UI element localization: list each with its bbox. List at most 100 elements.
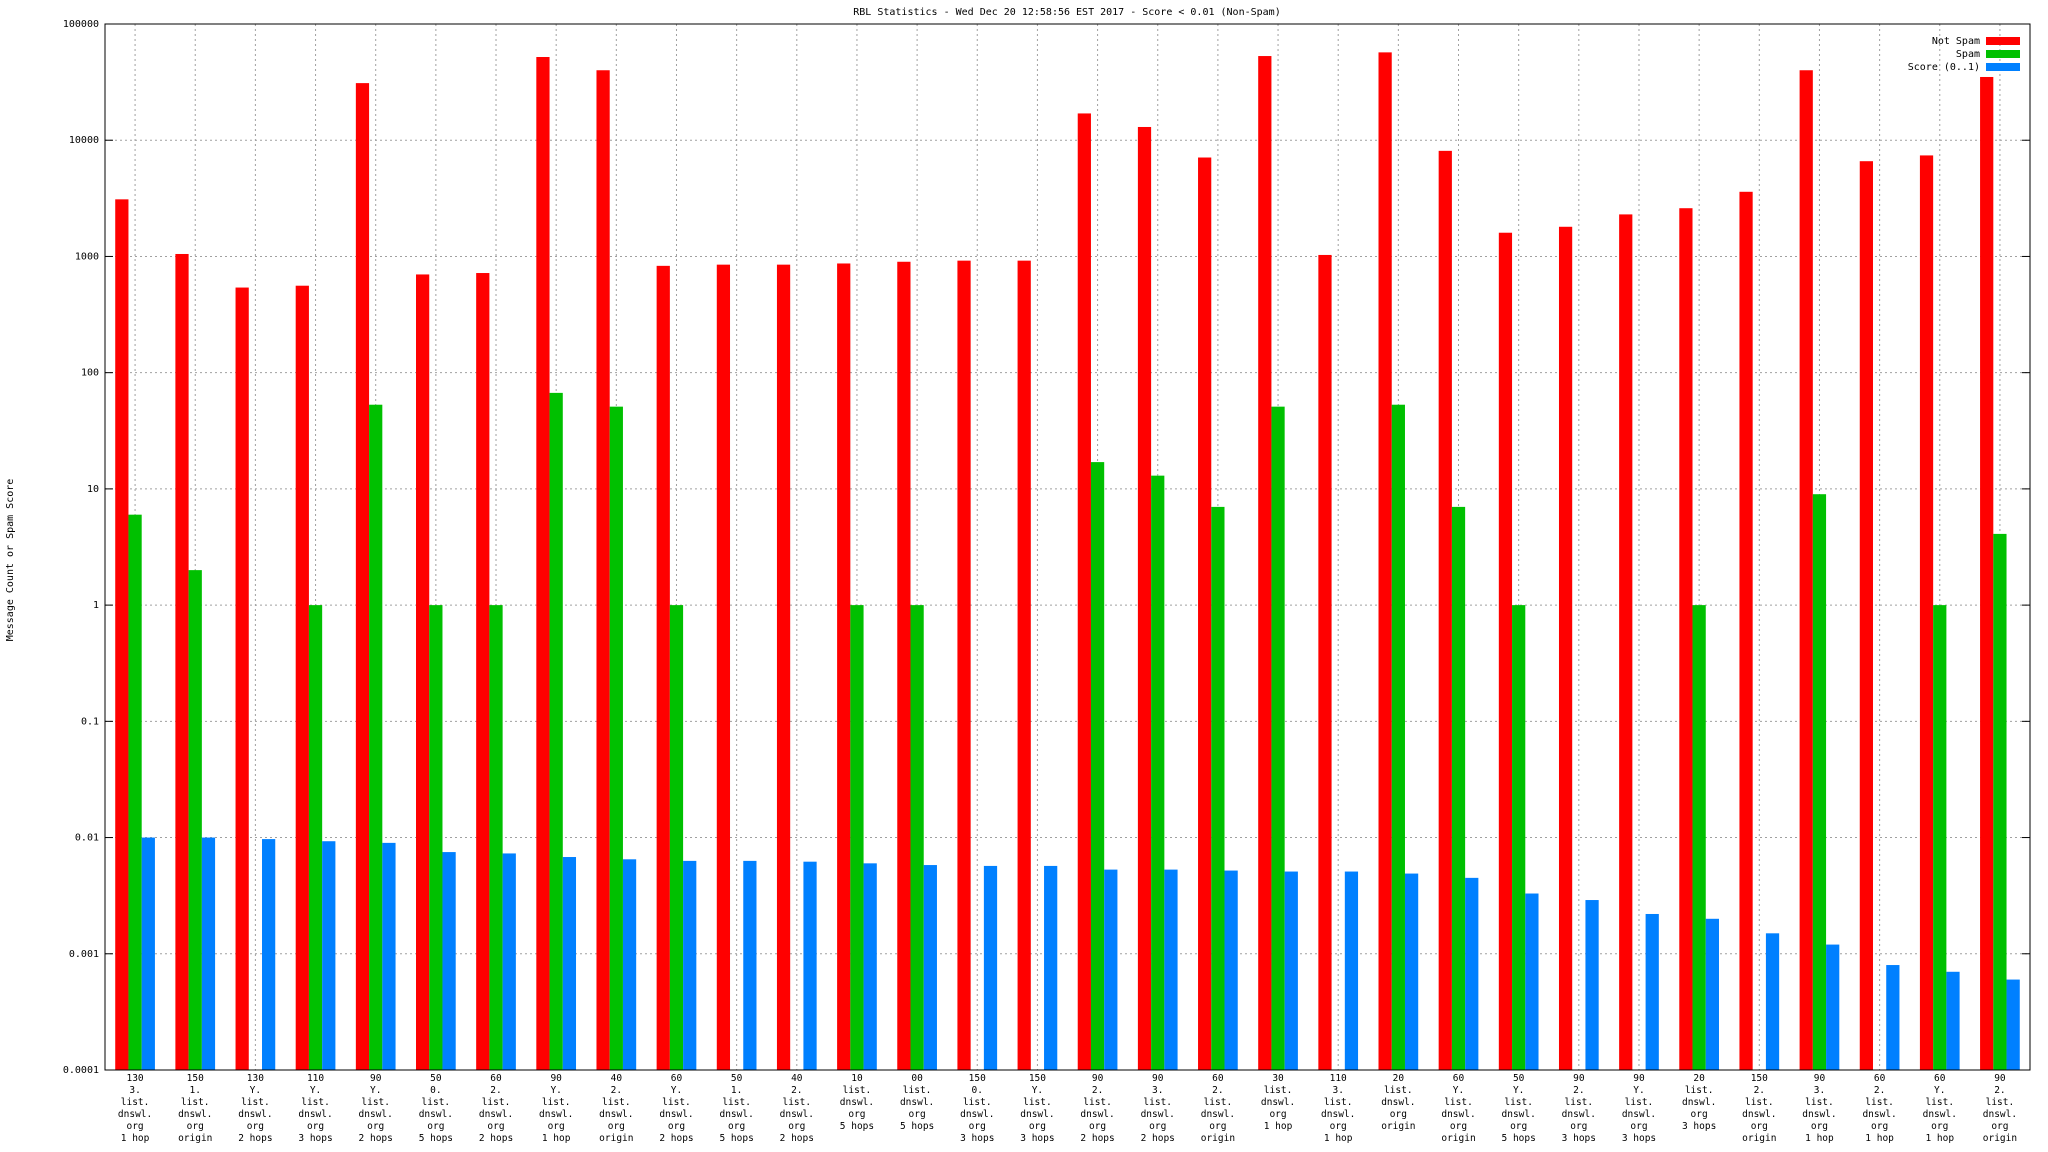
bar [308,605,323,1070]
bar [1739,191,1753,1070]
y-tick-label: 0.01 [75,833,99,844]
bar [1137,126,1152,1070]
bar [1946,971,1960,1070]
bar [1585,900,1599,1070]
bar [128,514,142,1070]
bar [1645,913,1659,1070]
x-tick-label: 60 2. list. dnswl. org origin [1200,1073,1236,1144]
bar [536,57,550,1071]
bar [115,199,129,1071]
bar [355,83,370,1071]
chart-title: RBL Statistics - Wed Dec 20 12:58:56 EST… [853,7,1280,18]
bar [489,605,503,1070]
x-tick-label: 150 2. list. dnswl. org origin [1742,1073,1777,1144]
bar [1258,56,1272,1070]
bar [1391,404,1405,1071]
bar [1104,869,1118,1070]
x-tick-label: 90 3. list. dnswl. org 2 hops [1140,1073,1175,1144]
bar [1826,944,1840,1070]
bar [669,605,684,1070]
bar [1692,605,1706,1070]
legend-label: Not Spam [1932,36,1980,47]
bar [2006,979,2020,1070]
bar [1765,933,1780,1070]
x-tick-label: 00 list. dnswl. org 5 hops [899,1073,935,1132]
bar [442,852,456,1070]
x-tick-label: 110 Y. list. dnswl. org 3 hops [298,1073,333,1144]
bar [1558,226,1573,1070]
bar [188,570,202,1070]
bar [201,837,216,1070]
bar [957,260,971,1071]
bar [1512,605,1526,1070]
y-tick-label: 0.001 [69,949,99,960]
x-tick-label: 90 3. list. dnswl. org 1 hop [1802,1073,1837,1144]
bar [562,857,577,1070]
bar [1164,869,1178,1070]
bar [683,860,697,1070]
x-tick-label: 90 Y. list. dnswl. org 3 hops [1621,1073,1657,1144]
legend-label: Spam [1956,49,1980,60]
bar [476,273,490,1070]
x-tick-label: 60 Y. list. dnswl. org 1 hop [1922,1073,1957,1144]
bar [1404,873,1419,1070]
bar [1198,157,1212,1071]
bar [1799,70,1813,1071]
bar [1151,475,1165,1071]
bar [1378,52,1392,1071]
bar [1705,918,1719,1070]
bar [983,865,998,1070]
bar [549,392,563,1071]
x-tick-label: 90 2. list. dnswl. org 3 hops [1561,1073,1596,1144]
x-tick-label: 130 Y. list. dnswl. org 2 hops [238,1073,273,1144]
plot-frame [104,23,2031,1071]
legend-swatch [1986,50,2020,58]
x-tick-label: 60 Y. list. dnswl. org 2 hops [659,1073,694,1144]
y-tick-label: 10000 [69,135,99,146]
legend-label: Score (0..1) [1908,62,1980,73]
bar [1284,871,1298,1070]
y-axis-label: Message Count or Spam Score [5,479,16,642]
bar [1224,870,1238,1070]
x-tick-label: 110 3. list. dnswl. org 1 hop [1321,1073,1356,1144]
bar [716,264,731,1070]
bar [1525,893,1539,1070]
y-tick-label: 0.1 [81,716,99,727]
bar [175,253,189,1070]
x-tick-label: 90 Y. list. dnswl. org 1 hop [539,1073,574,1144]
bar [262,839,276,1070]
bar [596,70,610,1071]
bar [369,404,383,1071]
x-tick-label: 40 2. list. dnswl. org origin [599,1073,634,1144]
x-tick-label: 30 list. dnswl. org 1 hop [1260,1073,1296,1132]
x-tick-label: 10 list. dnswl. org 5 hops [839,1073,875,1132]
bar [295,285,309,1071]
y-tick-label: 1000 [75,251,99,262]
bar [923,865,937,1070]
x-tick-label: 90 2. list. dnswl. org 2 hops [1080,1073,1115,1144]
bar [1044,865,1058,1070]
x-tick-label: 130 3. list. dnswl. org 1 hop [117,1073,153,1144]
x-tick-label: 150 0. list. dnswl. org 3 hops [960,1073,995,1144]
y-tick-label: 0.0001 [63,1065,99,1076]
bar [803,861,817,1070]
legend-swatch [1986,63,2020,71]
bar [1077,113,1091,1070]
x-tick-label: 50 Y. list. dnswl. org 5 hops [1501,1073,1536,1144]
bar [1886,965,1900,1070]
x-tick-label: 20 list. dnswl. org 3 hops [1681,1073,1717,1132]
bar [1919,155,1934,1070]
x-tick-label: 60 2. list. dnswl. org 2 hops [478,1073,514,1144]
bar [1465,877,1479,1070]
bar [1933,605,1947,1070]
bar [622,859,637,1070]
bar [837,263,851,1071]
bar [1859,161,1873,1071]
bar [1980,76,1994,1070]
y-tick-label: 1 [93,600,99,611]
x-tick-label: 60 2. list. dnswl. org 1 hop [1862,1073,1897,1144]
x-tick-label: 150 1. list. dnswl. org origin [178,1073,213,1144]
bar [1271,406,1285,1070]
